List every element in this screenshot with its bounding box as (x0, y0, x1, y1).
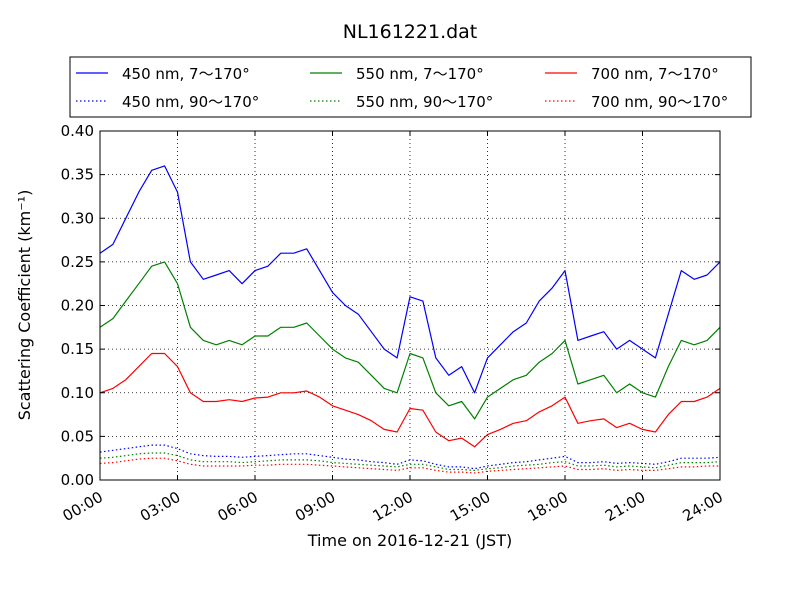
y-axis-label: Scattering Coefficient (km⁻¹) (15, 190, 34, 421)
y-tick-label: 0.00 (61, 471, 94, 489)
legend: 450 nm, 7～170° 550 nm, 7～170° 700 nm, 7～17… (69, 56, 752, 118)
legend-label: 550 nm, 90～170° (356, 93, 493, 111)
legend-label: 700 nm, 90～170° (591, 93, 728, 111)
y-tick-label: 0.40 (61, 122, 94, 140)
series-lines (99, 165, 721, 474)
y-tick-label: 0.35 (61, 166, 94, 184)
series-line-450-nm-90-170-dotted (99, 444, 721, 470)
y-tick-label: 0.05 (61, 427, 94, 445)
series-line-450-nm-7-170 (99, 165, 721, 394)
x-axis-label: Time on 2016-12-21 (JST) (307, 531, 512, 550)
y-tick-label: 0.30 (61, 209, 94, 227)
legend-frame (69, 56, 752, 118)
y-tick-label: 0.10 (61, 384, 94, 402)
series-line-550-nm-90-170-dotted (99, 452, 721, 471)
legend-label: 700 nm, 7～170° (591, 65, 719, 83)
axis-ticks (99, 130, 721, 481)
legend-label: 550 nm, 7～170° (356, 65, 484, 83)
series-line-700-nm-7-170 (99, 352, 721, 448)
y-tick-labels: 0.00 0.05 0.10 0.15 0.20 0.25 0.30 0.35 0.40 (61, 122, 94, 489)
legend-label: 450 nm, 7～170° (122, 65, 250, 83)
y-tick-label: 0.25 (61, 253, 94, 271)
chart-title: NL161221.dat (343, 21, 478, 43)
series-line-550-nm-7-170 (99, 261, 721, 420)
legend-label: 450 nm, 90～170° (122, 93, 259, 111)
series-line-700-nm-90-170-dotted (99, 457, 720, 474)
y-tick-label: 0.15 (61, 340, 94, 358)
y-tick-label: 0.20 (61, 297, 94, 315)
